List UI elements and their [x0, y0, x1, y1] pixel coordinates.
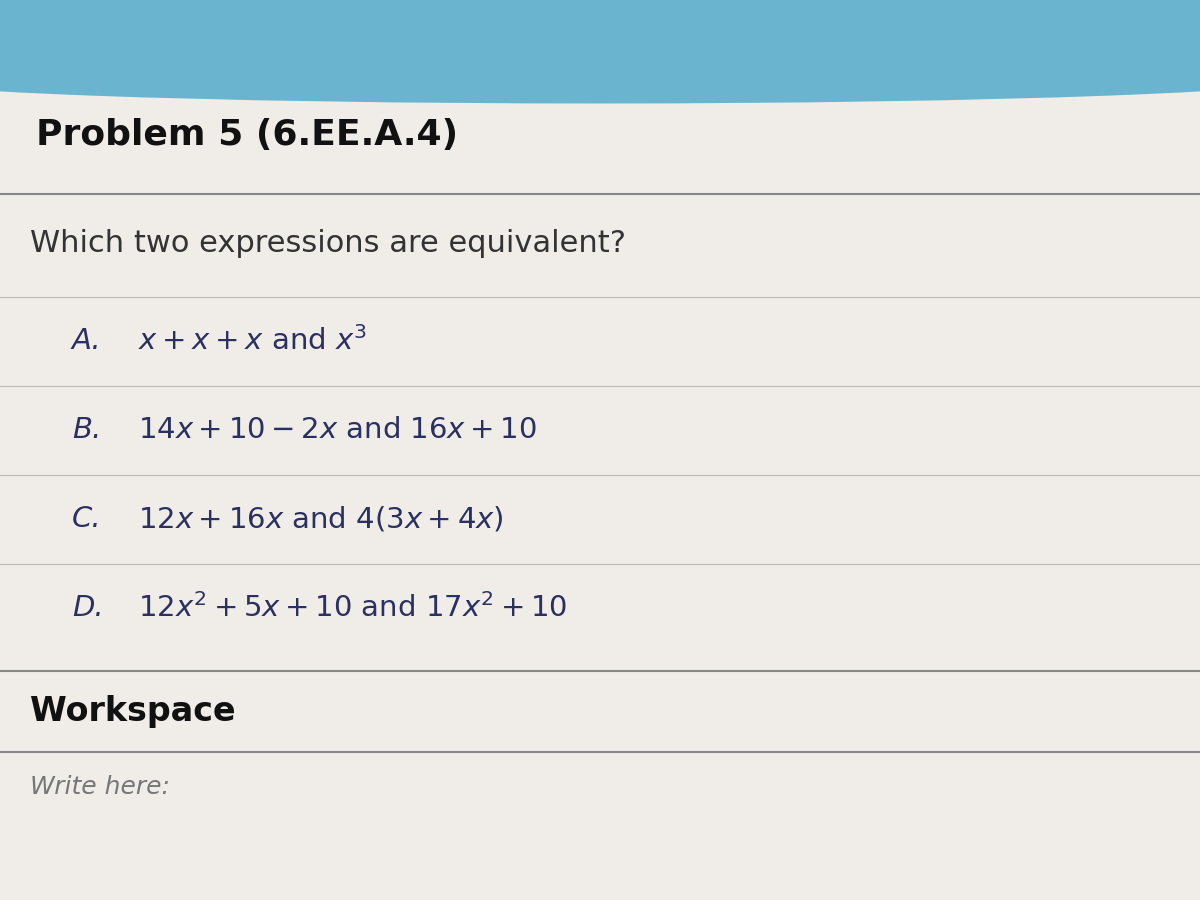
FancyBboxPatch shape	[0, 670, 1200, 752]
Text: D.: D.	[72, 594, 103, 622]
Text: $14x + 10 - 2x$ and $16x + 10$: $14x + 10 - 2x$ and $16x + 10$	[138, 417, 538, 445]
Text: $12x^2 + 5x + 10$ and $17x^2 + 10$: $12x^2 + 5x + 10$ and $17x^2 + 10$	[138, 593, 568, 623]
Text: $12x + 16x$ and $4(3x + 4x)$: $12x + 16x$ and $4(3x + 4x)$	[138, 505, 504, 534]
FancyBboxPatch shape	[0, 0, 1200, 76]
Text: B.: B.	[72, 417, 101, 445]
Text: Which two expressions are equivalent?: Which two expressions are equivalent?	[30, 229, 626, 257]
Text: Workspace: Workspace	[30, 695, 235, 727]
FancyBboxPatch shape	[0, 752, 1200, 900]
Text: Problem 5 (6.EE.A.4): Problem 5 (6.EE.A.4)	[36, 118, 458, 152]
FancyBboxPatch shape	[0, 76, 1200, 194]
Text: C.: C.	[72, 505, 102, 533]
Text: A.: A.	[72, 328, 102, 356]
FancyBboxPatch shape	[0, 194, 1200, 670]
Text: Write here:: Write here:	[30, 776, 170, 799]
Ellipse shape	[0, 50, 1200, 104]
Text: $x+x+x$ and $x^3$: $x+x+x$ and $x^3$	[138, 327, 367, 356]
